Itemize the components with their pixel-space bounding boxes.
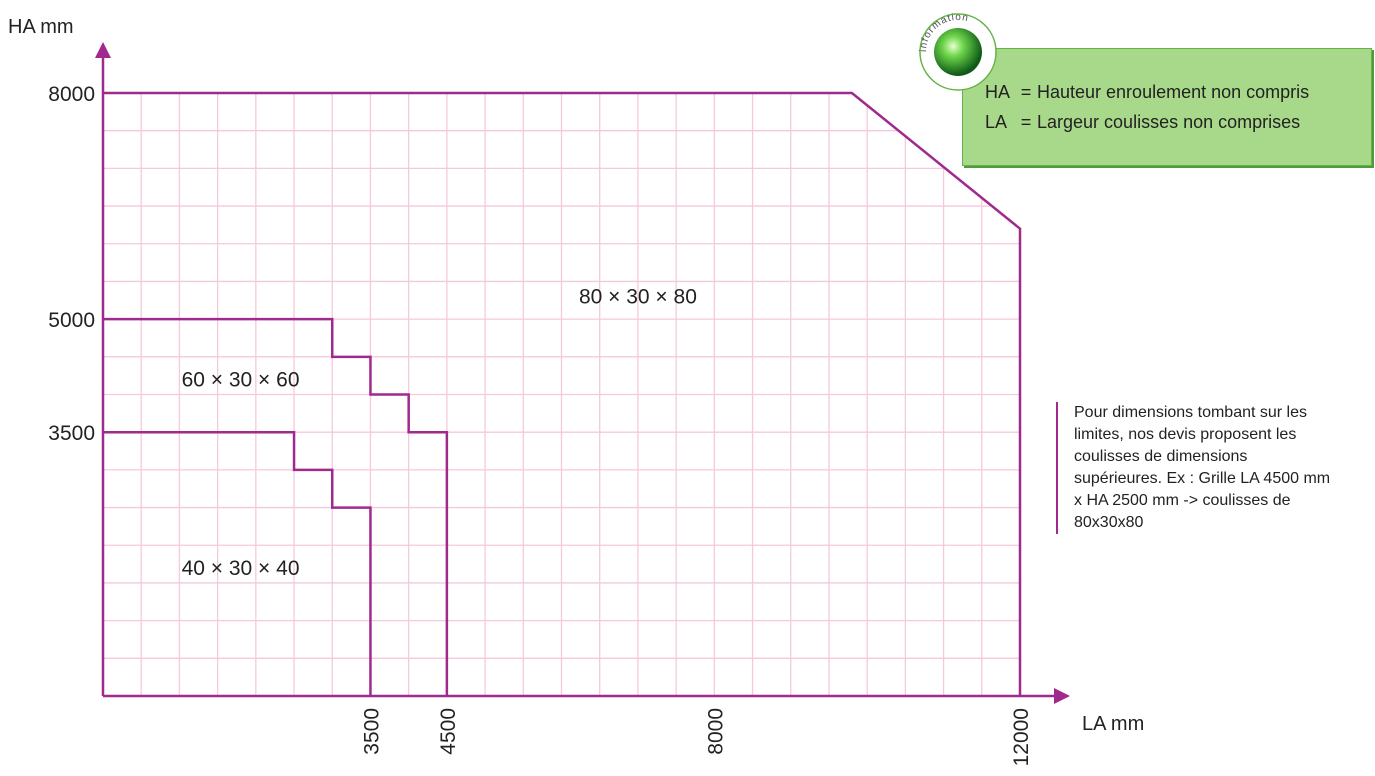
region-boundary-0 (103, 430, 372, 696)
info-key: HA (985, 82, 1011, 102)
info-eq: = (1020, 112, 1032, 132)
info-text: Hauteur enroulement non compris (1037, 82, 1310, 102)
region-label: 60 × 30 × 60 (182, 368, 300, 391)
info-key: LA (985, 112, 1008, 132)
y-tick-label: 8000 (48, 83, 95, 106)
y-axis-arrow-icon (95, 42, 111, 58)
region-label: 40 × 30 × 40 (182, 557, 300, 580)
region-boundary-1 (103, 317, 449, 696)
x-tick-label: 8000 (704, 708, 727, 755)
region-labels: 40 × 30 × 40 60 × 30 × 60 80 × 30 × 80 (182, 286, 697, 580)
information-badge-icon: information (918, 12, 997, 91)
y-tick-label: 5000 (48, 309, 95, 332)
grid (103, 93, 1020, 696)
region-boundaries (103, 91, 1022, 696)
x-axis-arrow-icon (1054, 688, 1070, 704)
region-label: 80 × 30 × 80 (579, 286, 697, 309)
info-text: Largeur coulisses non comprises (1037, 112, 1301, 132)
x-tick-label: 4500 (437, 708, 460, 755)
tick-labels: 3500 5000 8000 3500 4500 8000 12000 (48, 83, 1033, 766)
note-text: Pour dimensions tombant sur les limites,… (1056, 402, 1334, 534)
y-tick-label: 3500 (48, 422, 95, 445)
x-axis-label: LA mm (1082, 713, 1144, 735)
x-tick-label: 12000 (1010, 708, 1033, 766)
region-boundary-2 (103, 91, 1022, 696)
y-axis-label: HA mm (8, 16, 74, 38)
info-box: HA = Hauteur enroulement non compris LA = La… (962, 48, 1372, 166)
x-tick-label: 3500 (360, 708, 383, 755)
info-line-ha: HA = Hauteur enroulement non compris (985, 82, 1309, 103)
info-eq: = (1020, 82, 1032, 102)
axes (95, 42, 1070, 704)
info-line-la: LA = Largeur coulisses non comprises (985, 112, 1300, 133)
